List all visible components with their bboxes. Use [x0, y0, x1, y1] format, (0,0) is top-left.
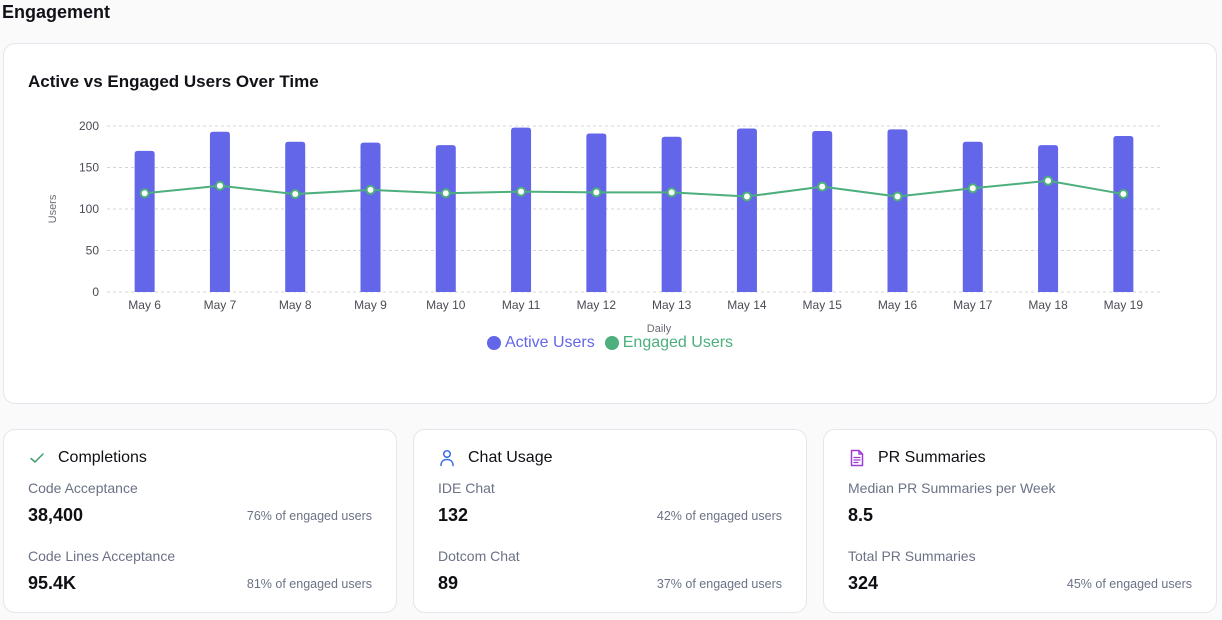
pr-summaries-card: PR Summaries Median PR Summaries per Wee…	[823, 429, 1217, 613]
x-tick-label: May 16	[878, 298, 918, 312]
chart-title: Active vs Engaged Users Over Time	[28, 72, 319, 91]
x-tick-label: May 8	[279, 298, 312, 312]
legend-label: Active Users	[504, 334, 595, 351]
metric-label: Median PR Summaries per Week	[848, 480, 1056, 496]
bar-active-users	[511, 127, 532, 292]
legend-label: Engaged Users	[622, 334, 734, 351]
x-tick-label: May 19	[1104, 298, 1144, 312]
metric-subtext: 81% of engaged users	[246, 577, 372, 591]
y-tick-label: 150	[79, 161, 99, 175]
metric-subtext: 42% of engaged users	[656, 509, 782, 523]
metric-subtext: 37% of engaged users	[656, 577, 782, 591]
x-tick-label: May 17	[953, 298, 993, 312]
point-engaged-users	[290, 189, 301, 200]
metric-value: 38,400	[28, 505, 84, 525]
x-tick-label: May 12	[577, 298, 617, 312]
check-icon	[28, 449, 46, 467]
metric-value: 324	[848, 573, 879, 593]
x-tick-label: May 14	[727, 298, 767, 312]
point-engaged-users	[666, 187, 677, 198]
x-tick-label: May 15	[803, 298, 843, 312]
y-tick-label: 0	[92, 285, 99, 299]
bar-series	[134, 127, 1134, 292]
x-axis-ticks: May 6 May 7 May 8 May 9 May 10 May 11 May 12 Ma…	[128, 298, 1143, 312]
x-tick-label: May 11	[502, 298, 541, 312]
section-title: Engagement	[2, 2, 111, 22]
point-engaged-users	[1043, 175, 1054, 186]
bar-active-users	[285, 141, 306, 292]
x-tick-label: May 18	[1028, 298, 1068, 312]
metric-label: Dotcom Chat	[438, 548, 520, 564]
bar-active-users	[887, 129, 908, 292]
metric-value: 8.5	[848, 505, 874, 525]
bar-active-users	[1113, 135, 1134, 292]
chart-legend: Active Users Engaged Users	[4, 334, 1216, 352]
metric-label: Total PR Summaries	[848, 548, 976, 564]
card-title: Chat Usage	[468, 449, 553, 466]
document-icon	[848, 449, 866, 467]
user-icon	[438, 449, 456, 467]
x-tick-label: May 6	[128, 298, 161, 312]
point-engaged-users	[440, 188, 451, 199]
bar-active-users	[209, 131, 230, 292]
legend-dot-icon	[486, 336, 501, 350]
bar-active-users	[360, 142, 381, 292]
chart-card: Active vs Engaged Users Over Time 0 50 100…	[3, 43, 1217, 404]
metric-label: Code Acceptance	[28, 480, 138, 496]
card-header: Completions	[28, 449, 147, 467]
legend-item-active-users[interactable]: Active Users	[486, 334, 595, 352]
x-axis-title: Daily	[647, 323, 672, 335]
legend-dot-icon	[604, 336, 619, 350]
point-engaged-users	[892, 191, 903, 202]
y-tick-label: 50	[86, 244, 100, 258]
card-header: PR Summaries	[848, 449, 986, 467]
point-engaged-users	[741, 191, 752, 202]
bar-active-users	[736, 128, 757, 292]
x-tick-label: May 10	[426, 298, 466, 312]
bar-active-users	[435, 145, 456, 292]
bar-active-users	[134, 150, 155, 292]
x-tick-label: May 9	[354, 298, 387, 312]
point-engaged-users	[214, 180, 225, 191]
x-tick-label: May 13	[652, 298, 692, 312]
x-tick-label: May 7	[204, 298, 237, 312]
bar-active-users	[962, 141, 983, 292]
grid-layer	[107, 125, 1161, 293]
legend-item-engaged-users[interactable]: Engaged Users	[604, 334, 734, 352]
bar-active-users	[812, 130, 833, 292]
point-engaged-users	[516, 186, 527, 197]
card-header: Chat Usage	[438, 449, 553, 467]
line-engaged-users	[144, 179, 1124, 198]
y-tick-label: 100	[79, 202, 99, 216]
metric-value: 132	[438, 505, 469, 525]
y-axis-ticks: 0 50 100 150 200	[79, 119, 99, 299]
point-engaged-users	[967, 183, 978, 194]
y-axis-title: Users	[47, 194, 59, 223]
metric-label: IDE Chat	[438, 480, 495, 496]
metric-label: Code Lines Acceptance	[28, 548, 176, 564]
y-tick-label: 200	[79, 119, 99, 133]
bar-active-users	[661, 136, 682, 292]
bar-active-users	[586, 133, 607, 292]
chat-usage-card: Chat Usage IDE Chat 132 42% of engaged u…	[413, 429, 807, 613]
point-engaged-users	[817, 181, 828, 192]
card-title: Completions	[58, 449, 147, 466]
point-engaged-users	[1118, 189, 1129, 200]
metric-value: 95.4K	[28, 573, 77, 593]
metric-subtext: 76% of engaged users	[246, 509, 372, 523]
point-engaged-users	[139, 188, 150, 199]
point-engaged-users	[591, 187, 602, 198]
completions-card: Completions Code Acceptance 38,400 76% o…	[3, 429, 397, 613]
line-series	[139, 175, 1129, 202]
metric-subtext: 45% of engaged users	[1066, 577, 1192, 591]
point-engaged-users	[365, 184, 376, 195]
metric-value: 89	[438, 573, 459, 593]
bar-active-users	[1038, 145, 1059, 292]
card-title: PR Summaries	[878, 449, 986, 466]
